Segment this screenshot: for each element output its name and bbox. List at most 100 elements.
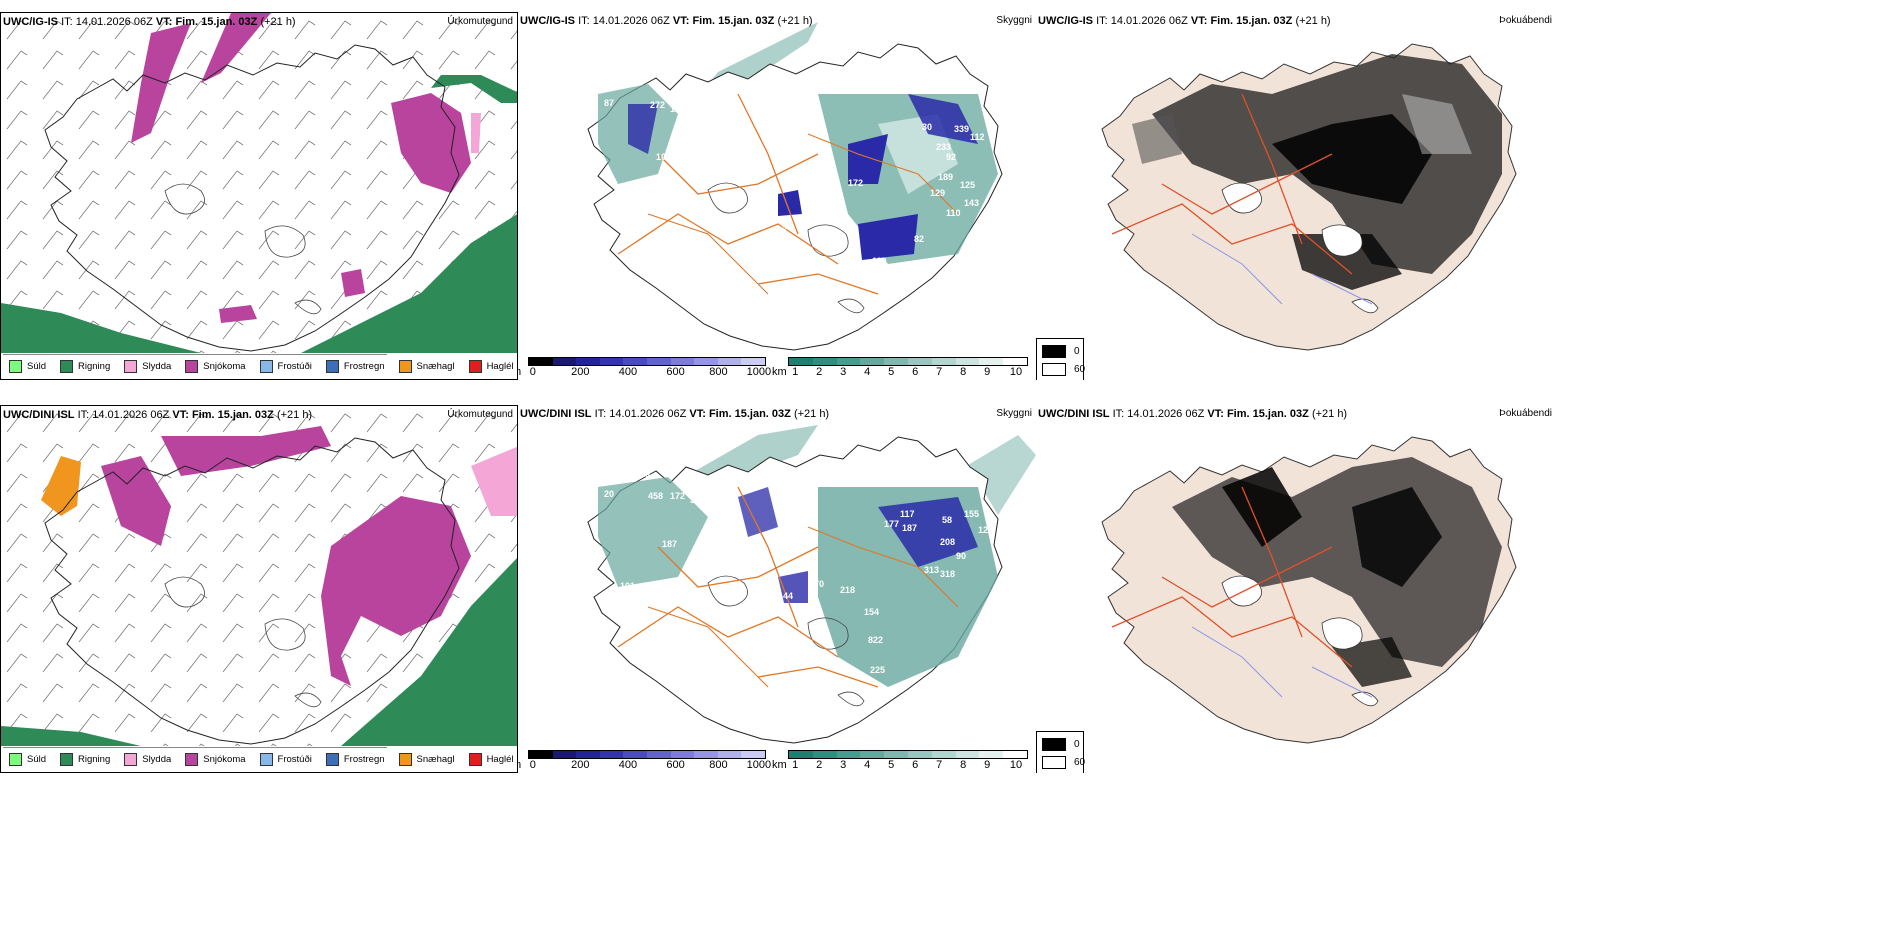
colorbar-track	[788, 357, 1028, 366]
panel-title: UWC/IG-IS IT: 14.01.2026 06Z VT: Fim. 15…	[3, 16, 296, 28]
legend-item: Frostregn	[325, 752, 385, 766]
ceiling-label: 155	[964, 509, 980, 519]
ceiling-label: 125	[960, 180, 976, 190]
ceiling-label: 225	[870, 665, 886, 675]
legend-swatch	[9, 359, 22, 373]
colorbar-track	[528, 357, 766, 366]
ceiling-label: 218	[840, 585, 856, 595]
legend-item: Súld	[9, 752, 46, 766]
legend-item: Slydda	[124, 752, 171, 766]
ceiling-label: 187	[902, 523, 918, 533]
legend-item: Rigning	[60, 752, 110, 766]
ceiling-label: 92	[946, 152, 957, 162]
visibility-map	[587, 22, 1003, 351]
legend-swatch	[124, 359, 138, 373]
fog-legend-item: 60	[1042, 756, 1085, 769]
ceiling-label: 71	[576, 591, 587, 601]
ceiling-label: 82	[914, 234, 925, 244]
legend-item: Frostúði	[259, 359, 312, 373]
legend-swatch	[60, 752, 74, 766]
colorbar-unit: km	[772, 366, 787, 378]
ceiling-label: 87	[588, 220, 599, 230]
ceiling-label: 112	[970, 132, 985, 142]
legend-swatch	[185, 752, 199, 766]
ceiling-label: 233	[936, 142, 952, 152]
ceiling-label: 119	[872, 256, 887, 266]
ceiling-label: 153	[670, 104, 686, 114]
ceiling-label: 90	[640, 70, 651, 80]
ceiling-label: 172	[848, 178, 864, 188]
ceiling-label: 110	[946, 208, 961, 218]
visibility-colorbar: km 1 2 3 4 5 6 7 8 9 10	[772, 357, 1028, 378]
fog-legend-item: 60	[1042, 363, 1085, 376]
panel-type-label: Skyggni	[996, 408, 1032, 419]
panel-type-label: Úrkomutegund	[447, 409, 513, 420]
precip-type-legend: Súld Rigning Slydda Snjókoma Frostúði Fr…	[3, 354, 514, 377]
legend-item: Snæhagl	[398, 359, 455, 373]
ceiling-label: 144	[778, 591, 794, 601]
ceiling-label: 70	[814, 579, 825, 589]
legend-item: Slydda	[124, 359, 171, 373]
legend-item: Snjókoma	[185, 752, 246, 766]
ceiling-label: 357	[690, 495, 706, 505]
fog-legend: 0 60	[1036, 731, 1085, 773]
ceiling-label: 117	[900, 509, 915, 519]
ceiling-label: 19	[640, 469, 651, 479]
legend-item: Súld	[9, 359, 46, 373]
legend-item: Rigning	[60, 359, 110, 373]
ceiling-label: 187	[662, 539, 678, 549]
fog-map	[1101, 436, 1517, 744]
legend-swatch	[124, 752, 138, 766]
ceiling-label: 318	[940, 569, 956, 579]
panel-title: UWC/DINI ISL IT: 14.01.2026 06Z VT: Fim.…	[520, 408, 830, 420]
ceiling-label: 103	[656, 152, 672, 162]
colorbar-unit: m	[518, 366, 521, 378]
colorbar-track	[788, 750, 1028, 759]
legend-swatch	[398, 752, 412, 766]
legend-swatch	[325, 752, 339, 766]
ceiling-label: 154	[864, 607, 880, 617]
ceiling-label: 272	[650, 100, 666, 110]
legend-swatch	[259, 359, 273, 373]
precip-type-map	[1, 406, 517, 746]
legend-swatch	[9, 752, 22, 766]
visibility-colorbar: km 1 2 3 4 5 6 7 8 9 10	[772, 750, 1028, 771]
ceiling-label: 339	[954, 124, 970, 134]
ceiling-label: 20	[726, 106, 737, 116]
visibility-panel-top: UWC/IG-IS IT: 14.01.2026 06Z VT: Fim. 15…	[518, 12, 1036, 380]
ceiling-label: 143	[772, 473, 788, 483]
fog-panel-top: UWC/IG-IS IT: 14.01.2026 06Z VT: Fim. 15…	[1036, 12, 1556, 380]
panel-type-label: Úrkomutegund	[447, 16, 513, 27]
ceiling-label: 123	[978, 525, 994, 535]
legend-item: Frostúði	[259, 752, 312, 766]
colorbar-unit: m	[518, 759, 521, 771]
ceiling-label: 313	[924, 565, 940, 575]
legend-item: Snjókoma	[185, 359, 246, 373]
ceiling-label: 94	[782, 222, 793, 232]
legend-swatch	[185, 359, 199, 373]
ceiling-label: 90	[956, 551, 967, 561]
ceiling-label: 143	[964, 198, 980, 208]
ceiling-label: 129	[930, 188, 946, 198]
panel-type-label: Þokuábendi	[1499, 408, 1552, 419]
legend-swatch	[325, 359, 339, 373]
panel-title: UWC/IG-IS IT: 14.01.2026 06Z VT: Fim. 15…	[520, 15, 813, 27]
panel-title: UWC/IG-IS IT: 14.01.2026 06Z VT: Fim. 15…	[1038, 15, 1331, 27]
visibility-panel-bottom: UWC/DINI ISL IT: 14.01.2026 06Z VT: Fim.…	[518, 405, 1036, 773]
ceiling-label: 177	[884, 519, 900, 529]
ceiling-label: 96	[738, 140, 749, 150]
fog-panel-bottom: UWC/DINI ISL IT: 14.01.2026 06Z VT: Fim.…	[1036, 405, 1556, 773]
precip-type-map	[1, 13, 517, 353]
ceiling-label: 20	[604, 489, 615, 499]
legend-item: Haglél	[468, 359, 514, 373]
legend-swatch	[398, 359, 412, 373]
colorbar-unit: km	[772, 759, 787, 771]
legend-item: Frostregn	[325, 359, 385, 373]
colorbar-track	[528, 750, 766, 759]
precip-type-legend: Súld Rigning Slydda Snjókoma Frostúði Fr…	[3, 747, 514, 770]
panel-type-label: Skyggni	[996, 15, 1032, 26]
precip-type-panel-top: UWC/IG-IS IT: 14.01.2026 06Z VT: Fim. 15…	[0, 12, 518, 380]
legend-item: Snæhagl	[398, 752, 455, 766]
legend-swatch	[60, 359, 74, 373]
panel-title: UWC/DINI ISL IT: 14.01.2026 06Z VT: Fim.…	[3, 409, 313, 421]
